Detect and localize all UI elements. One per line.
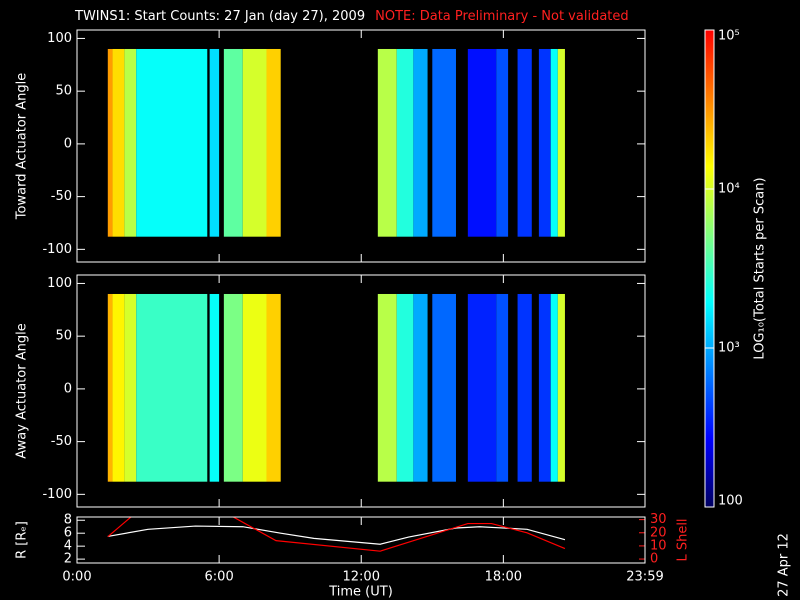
x-tick-label: 12:00 xyxy=(343,570,380,585)
heatmap-cell xyxy=(413,48,428,237)
heatmap-cell xyxy=(557,293,565,482)
y-tick-label: 0 xyxy=(64,381,72,396)
colorbar-tick-label: 100 xyxy=(718,494,743,509)
heatmap-cell xyxy=(432,48,456,237)
y-tick-label: -50 xyxy=(51,434,72,449)
heatmap-cell xyxy=(377,48,397,237)
y-axis-label: Toward Actuator Angle xyxy=(15,73,30,220)
colorbar-label: LOG₁₀(Total Starts per Scan) xyxy=(753,177,768,359)
heatmap-cell xyxy=(377,293,397,482)
line xyxy=(107,517,566,552)
heatmap-cell xyxy=(112,293,125,482)
y2-axis-label: L Shell xyxy=(676,518,691,561)
heatmap-cell xyxy=(209,48,220,237)
heatmap-cell xyxy=(550,293,558,482)
y2-tick-label: 20 xyxy=(650,525,667,540)
heatmap-cell xyxy=(396,293,414,482)
colorbar-tick-label: 10³ xyxy=(718,341,740,356)
heatmap-cell xyxy=(242,48,267,237)
side-date: 27 Apr 12 xyxy=(777,533,792,597)
y2-tick-label: 30 xyxy=(650,512,667,527)
y2-tick-label: 10 xyxy=(650,538,667,553)
heatmap-cell xyxy=(467,48,497,237)
y2-tick-label: 0 xyxy=(650,552,658,567)
heatmap-cell xyxy=(242,293,267,482)
y-tick-label: 2 xyxy=(64,552,72,567)
line-group xyxy=(107,517,566,552)
heatmap-cell xyxy=(209,293,220,482)
colorbar-tick-label: 10⁵ xyxy=(718,29,740,44)
heatmap-cell xyxy=(266,293,281,482)
y-axis-label: Away Actuator Angle xyxy=(15,323,30,458)
title: TWINS1: Start Counts: 27 Jan (day 27), 2… xyxy=(74,9,629,24)
heatmap-cell xyxy=(266,48,281,237)
heatmap-cell xyxy=(496,293,509,482)
colorbar xyxy=(705,30,714,507)
heatmap-cell xyxy=(223,293,243,482)
y-tick-label: 100 xyxy=(47,276,72,291)
heatmap-cell xyxy=(396,48,414,237)
heatmap-cell xyxy=(432,293,456,482)
note: NOTE: Data Preliminary - Not validated xyxy=(375,9,629,24)
y-tick-label: 0 xyxy=(64,136,72,151)
heatmap-cell xyxy=(413,293,428,482)
heatmap-cell xyxy=(467,293,497,482)
y-tick-label: 4 xyxy=(64,539,72,554)
heatmap-cell xyxy=(124,293,137,482)
y-tick-label: -100 xyxy=(42,242,72,257)
y-tick-label: 6 xyxy=(64,526,72,541)
y-tick-label: -50 xyxy=(51,189,72,204)
x-tick-label: 0:00 xyxy=(62,570,91,585)
heatmap-cell xyxy=(223,48,243,237)
x-axis-label: Time (UT) xyxy=(328,585,393,600)
colorbar-tick-label: 10⁴ xyxy=(718,182,740,197)
y-tick-label: 8 xyxy=(64,513,72,528)
y-axis-label: R [Rₑ] xyxy=(15,521,30,559)
heatmap-cell xyxy=(557,48,565,237)
heatmap-cell xyxy=(517,48,532,237)
heatmap-cell xyxy=(496,48,509,237)
heatmap-cell xyxy=(517,293,532,482)
title-text: TWINS1: Start Counts: 27 Jan (day 27), 2… xyxy=(74,9,365,24)
heatmap-cell xyxy=(107,293,113,482)
heatmap-cell xyxy=(124,48,137,237)
heatmap-cell xyxy=(112,48,125,237)
y-tick-label: -100 xyxy=(42,487,72,502)
heatmap-cell xyxy=(538,293,551,482)
heatmap-cell xyxy=(538,48,551,237)
heatmap-cell xyxy=(136,293,208,482)
heatmap-cell xyxy=(550,48,558,237)
y-tick-label: 50 xyxy=(55,84,72,99)
line xyxy=(107,525,566,545)
heatmap-cell xyxy=(136,48,208,237)
y-tick-label: 100 xyxy=(47,31,72,46)
y-tick-label: 50 xyxy=(55,329,72,344)
x-tick-label: 18:00 xyxy=(485,570,522,585)
x-tick-label: 23:59 xyxy=(626,570,663,585)
x-tick-label: 6:00 xyxy=(205,570,234,585)
heatmap-cell xyxy=(107,48,113,237)
